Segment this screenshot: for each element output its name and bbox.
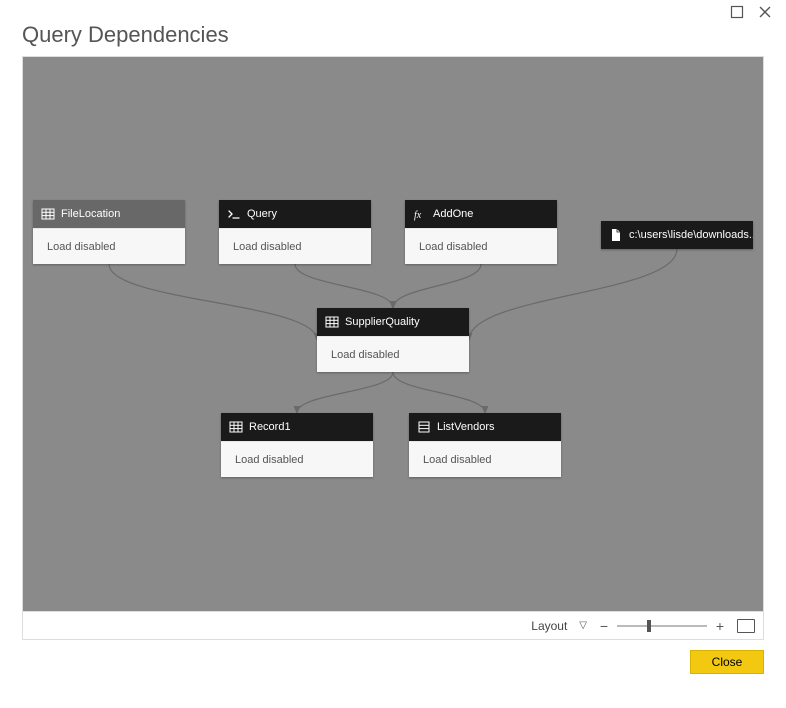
node-header: Record1 [221, 413, 373, 441]
window-controls [730, 0, 786, 24]
node-header: SupplierQuality [317, 308, 469, 336]
node-status: Load disabled [409, 441, 561, 477]
fx-icon: fx [413, 207, 427, 221]
query-node-filelocation[interactable]: FileLocation Load disabled [33, 200, 185, 264]
zoom-control: − + [597, 618, 727, 634]
edge-supplierquality-to-listvendors [393, 372, 485, 413]
edge-filelocation-to-supplierquality [109, 264, 317, 340]
node-label: SupplierQuality [345, 316, 420, 328]
table-icon [41, 207, 55, 221]
node-label: AddOne [433, 208, 473, 220]
node-label: Record1 [249, 421, 291, 433]
file-icon [609, 228, 623, 242]
node-status: Load disabled [317, 336, 469, 372]
query-icon [227, 207, 241, 221]
node-label: Query [247, 208, 277, 220]
edge-query-to-supplierquality [295, 264, 393, 308]
canvas-toolbar: Layout ▽ − + [22, 612, 764, 640]
layout-dropdown[interactable]: ▽ [579, 620, 587, 631]
node-header: FileLocation [33, 200, 185, 228]
edge-supplierquality-to-record1 [297, 372, 393, 413]
node-header: Query [219, 200, 371, 228]
page-title: Query Dependencies [22, 22, 229, 48]
node-header: c:\users\lisde\downloads... [601, 221, 753, 249]
node-status: Load disabled [405, 228, 557, 264]
query-node-listvendors[interactable]: ListVendors Load disabled [409, 413, 561, 477]
close-window-button[interactable] [758, 5, 772, 19]
node-header: ListVendors [409, 413, 561, 441]
node-label: c:\users\lisde\downloads... [629, 229, 753, 241]
svg-text:fx: fx [414, 210, 422, 221]
zoom-in-button[interactable]: + [713, 618, 727, 634]
query-node-query[interactable]: Query Load disabled [219, 200, 371, 264]
query-node-record1[interactable]: Record1 Load disabled [221, 413, 373, 477]
zoom-out-button[interactable]: − [597, 618, 611, 634]
maximize-button[interactable] [730, 5, 744, 19]
close-button[interactable]: Close [690, 650, 764, 674]
query-node-filepath[interactable]: c:\users\lisde\downloads... [601, 221, 753, 249]
table-icon [325, 315, 339, 329]
query-node-addone[interactable]: fx AddOne Load disabled [405, 200, 557, 264]
fit-to-screen-button[interactable] [737, 619, 755, 633]
zoom-slider[interactable] [617, 619, 707, 633]
query-node-supplierquality[interactable]: SupplierQuality Load disabled [317, 308, 469, 372]
node-status: Load disabled [219, 228, 371, 264]
node-header: fx AddOne [405, 200, 557, 228]
dependency-canvas[interactable]: FileLocation Load disabled Query Load disab… [22, 56, 764, 612]
layout-label: Layout [531, 619, 567, 633]
node-label: ListVendors [437, 421, 494, 433]
edge-addone-to-supplierquality [393, 264, 481, 308]
list-icon [417, 420, 431, 434]
node-status: Load disabled [33, 228, 185, 264]
node-label: FileLocation [61, 208, 120, 220]
table-icon [229, 420, 243, 434]
node-status: Load disabled [221, 441, 373, 477]
